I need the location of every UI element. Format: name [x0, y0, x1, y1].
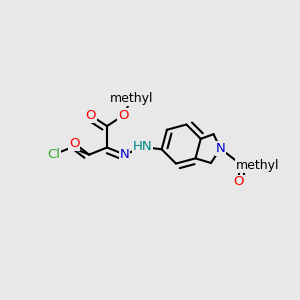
- Text: N: N: [215, 142, 225, 155]
- Text: O: O: [85, 109, 96, 122]
- Text: methyl: methyl: [236, 159, 280, 172]
- Text: Cl: Cl: [47, 148, 60, 161]
- Text: O: O: [118, 109, 129, 122]
- Text: O: O: [69, 137, 80, 150]
- Text: HN: HN: [133, 140, 152, 153]
- Text: O: O: [234, 176, 244, 188]
- Text: methyl: methyl: [110, 92, 153, 105]
- Text: N: N: [120, 148, 130, 161]
